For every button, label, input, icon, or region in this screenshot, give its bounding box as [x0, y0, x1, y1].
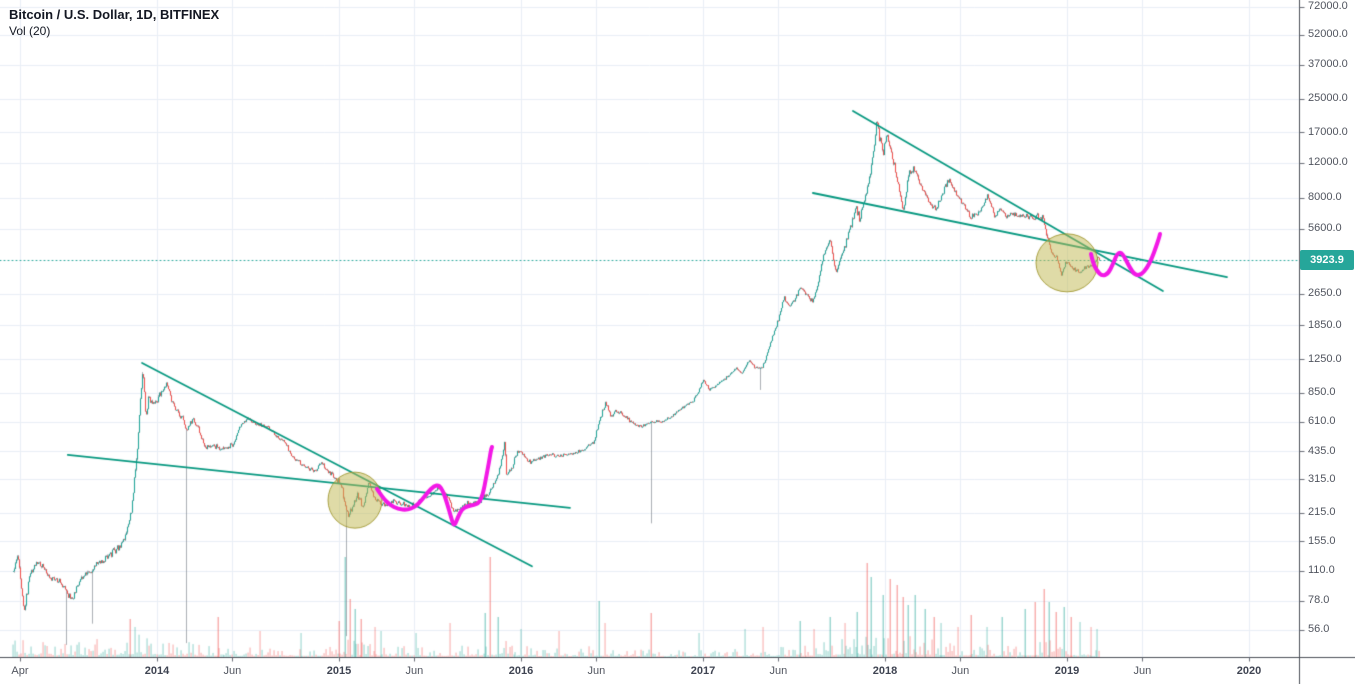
price-axis-label: 52000.0 — [1308, 28, 1348, 41]
price-axis-label: 2650.0 — [1308, 287, 1342, 300]
volume-indicator-label[interactable]: Vol (20) — [9, 24, 51, 38]
price-axis-label: 12000.0 — [1308, 156, 1348, 169]
price-axis-label: 155.0 — [1308, 534, 1336, 547]
price-axis-label: 37000.0 — [1308, 58, 1348, 71]
price-axis-label: 215.0 — [1308, 506, 1336, 519]
chart-legend: Bitcoin / U.S. Dollar, 1D, BITFINEX Vol … — [9, 7, 219, 39]
time-axis-label: Jun — [769, 665, 788, 677]
price-axis-label: 17000.0 — [1308, 125, 1348, 138]
time-axis-label: Jun — [951, 665, 970, 677]
time-axis-label: Apr — [11, 665, 29, 677]
time-axis-label: 2015 — [326, 665, 352, 677]
price-axis-label: 8000.0 — [1308, 191, 1342, 204]
time-axis-label: Jun — [223, 665, 242, 677]
price-axis-label: 110.0 — [1308, 564, 1335, 577]
time-axis-label: 2014 — [144, 665, 170, 677]
time-axis-label: Jun — [405, 665, 424, 677]
price-axis-label: 25000.0 — [1308, 92, 1348, 105]
current-price-badge: 3923.9 — [1300, 249, 1354, 270]
symbol-title[interactable]: Bitcoin / U.S. Dollar, 1D, BITFINEX — [9, 7, 220, 22]
time-axis-label: 2019 — [1054, 665, 1080, 677]
price-axis-label: 315.0 — [1308, 472, 1336, 485]
time-axis-label: 2020 — [1236, 665, 1262, 677]
time-axis-label: 2018 — [872, 665, 898, 677]
price-axis-label: 1850.0 — [1308, 318, 1342, 331]
price-axis-label: 5600.0 — [1308, 222, 1342, 235]
price-axis-label: 1250.0 — [1308, 352, 1342, 365]
time-axis-label: Jun — [1133, 665, 1152, 677]
time-axis-label: Jun — [587, 665, 606, 677]
time-axis-label: 2017 — [690, 665, 716, 677]
price-axis-label: 435.0 — [1308, 444, 1336, 457]
price-axis-label: 56.0 — [1308, 623, 1330, 636]
price-axis-label: 78.0 — [1308, 594, 1330, 607]
time-axis-label: 2016 — [508, 665, 534, 677]
price-axis-label: 850.0 — [1308, 386, 1336, 399]
price-axis-label: 72000.0 — [1308, 0, 1348, 13]
price-axis-label: 610.0 — [1308, 415, 1336, 428]
